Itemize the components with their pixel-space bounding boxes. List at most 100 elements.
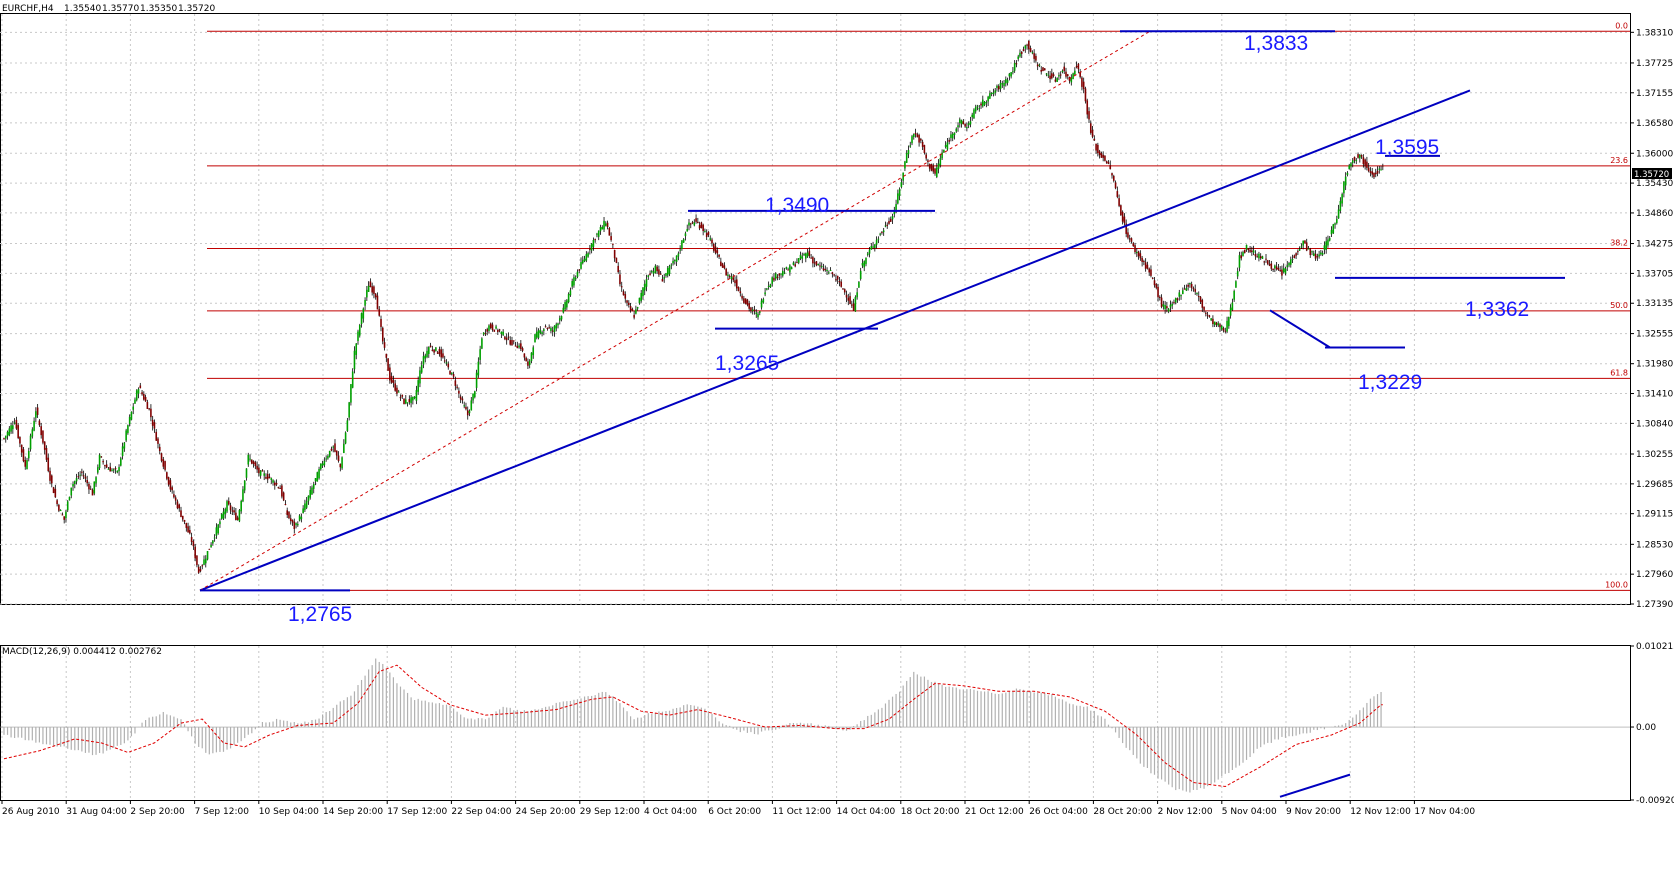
candle-body — [1144, 262, 1147, 269]
candle-body — [321, 463, 324, 466]
candle-body — [1261, 256, 1264, 259]
candle-body — [868, 249, 871, 254]
y-tick-label: 1.30255 — [1636, 450, 1673, 460]
annotation-1-3265: 1,3265 — [715, 352, 779, 375]
candle-body — [242, 489, 244, 502]
candle-body — [1001, 83, 1004, 85]
x-tick-label: 31 Aug 04:00 — [66, 807, 127, 817]
candle-body — [63, 516, 65, 520]
candle-body — [789, 265, 791, 273]
candle-body — [1109, 165, 1112, 170]
candle-body — [426, 350, 428, 358]
candle-body — [97, 467, 99, 473]
candle-body — [907, 150, 910, 155]
candle-body — [1061, 70, 1064, 73]
y-tick-label: 1.27960 — [1636, 570, 1673, 580]
candle-body — [909, 145, 912, 147]
candle-body — [1098, 151, 1101, 156]
candle-body — [980, 103, 982, 106]
candle-body — [1132, 243, 1135, 247]
candle-body — [1199, 296, 1202, 302]
candle-body — [1226, 320, 1228, 332]
candle-body — [252, 461, 255, 464]
candle-body — [128, 416, 131, 424]
candle-body — [674, 259, 676, 261]
candle-body — [1183, 288, 1186, 290]
candle-body — [344, 432, 347, 444]
candle-body — [1160, 297, 1163, 307]
candle-body — [601, 227, 604, 230]
candle-body — [75, 478, 78, 482]
candle-body — [309, 489, 312, 498]
candle-body — [518, 345, 520, 348]
candle-body — [766, 288, 768, 290]
candle-body — [1233, 290, 1235, 300]
candle-body — [468, 411, 471, 414]
candle-body — [1093, 138, 1096, 141]
candle-body — [1330, 229, 1333, 235]
candle-body — [959, 119, 961, 123]
macd-y-tick-label: -0.00920 — [1636, 796, 1674, 806]
candle-body — [458, 390, 460, 394]
candle-body — [304, 503, 306, 511]
candle-body — [675, 255, 678, 262]
candle-body — [415, 390, 418, 401]
candle-body — [891, 216, 894, 220]
candle-body — [1091, 130, 1094, 137]
candle-body — [240, 500, 242, 512]
candle-body — [98, 454, 101, 469]
candle-body — [346, 420, 349, 432]
y-tick-label: 1.28530 — [1636, 540, 1673, 550]
candle-body — [1371, 171, 1374, 175]
y-tick-label: 1.32555 — [1636, 330, 1673, 340]
candle-body — [174, 497, 177, 501]
candle-body — [417, 380, 419, 392]
candle-body — [311, 487, 313, 495]
candle-body — [808, 250, 811, 256]
candle-body — [1272, 268, 1274, 271]
candle-body — [463, 405, 465, 407]
candle-body — [877, 238, 880, 240]
candle-body — [810, 257, 812, 259]
falling-low-line — [1269, 309, 1331, 349]
candle-body — [567, 294, 570, 303]
candle-body — [1291, 259, 1294, 261]
candle-body — [581, 260, 584, 264]
candle-body — [806, 252, 809, 257]
candle-body — [89, 488, 92, 490]
candle-body — [1130, 238, 1133, 242]
y-tick-label: 1.38310 — [1636, 28, 1673, 38]
x-tick-label: 4 Oct 04:00 — [644, 807, 697, 817]
candle-body — [1036, 64, 1039, 67]
fib-level-label: 61.8 — [1610, 368, 1628, 377]
candle-body — [1309, 249, 1312, 256]
candle-body — [164, 461, 166, 470]
candle-body — [576, 271, 579, 277]
candle-body — [1316, 256, 1319, 258]
candle-body — [337, 455, 340, 461]
candle-body — [1056, 77, 1058, 82]
candle-body — [482, 332, 485, 335]
candle-body — [1247, 248, 1250, 251]
candle-body — [551, 330, 554, 332]
candle-body — [79, 474, 81, 476]
candle-body — [104, 465, 106, 467]
candle-body — [176, 501, 179, 509]
candle-body — [881, 231, 883, 233]
candle-body — [139, 385, 142, 389]
candle-body — [590, 243, 593, 251]
candle-body — [943, 149, 945, 153]
candle-body — [966, 126, 968, 129]
candle-body — [702, 224, 704, 232]
candle-body — [1210, 318, 1212, 321]
candle-body — [831, 272, 834, 275]
candle-body — [325, 458, 327, 460]
candle-body — [992, 92, 995, 95]
candle-body — [135, 390, 138, 401]
candle-body — [146, 402, 149, 409]
candle-body — [1341, 194, 1343, 204]
candle-body — [792, 262, 795, 265]
candle-body — [589, 248, 591, 250]
price-candles — [3, 40, 1384, 574]
candle-body — [677, 253, 680, 257]
